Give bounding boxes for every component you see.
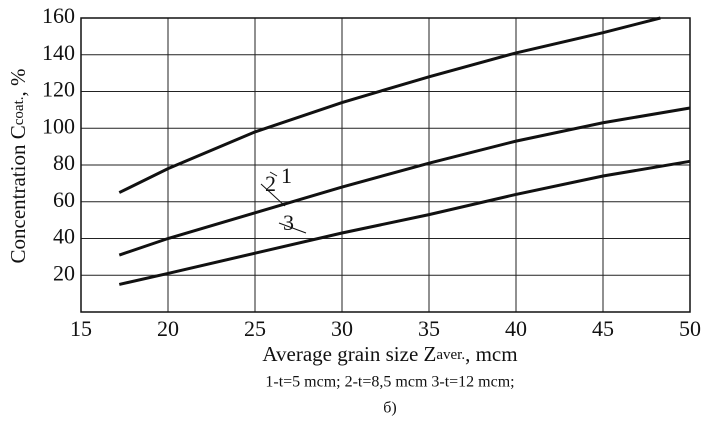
y-tick-label: 140 bbox=[42, 40, 75, 65]
x-tick-label: 25 bbox=[244, 316, 266, 341]
y-tick-label: 60 bbox=[53, 187, 75, 212]
series-label: 1 bbox=[281, 163, 292, 188]
y-tick-label: 120 bbox=[42, 77, 75, 102]
x-label-sub: aver. bbox=[436, 347, 465, 363]
y-tick-label: 20 bbox=[53, 260, 75, 285]
x-tick-label: 30 bbox=[331, 316, 353, 341]
y-tick-label: 160 bbox=[42, 3, 75, 28]
x-tick-label: 45 bbox=[592, 316, 614, 341]
y-label-unit: , % bbox=[6, 69, 30, 97]
y-tick-label: 80 bbox=[53, 150, 75, 175]
x-label-unit: , mcm bbox=[465, 342, 518, 366]
plot-frame bbox=[80, 17, 691, 313]
x-tick-label: 20 bbox=[157, 316, 179, 341]
x-axis-label: Average grain size Zaver., mcm bbox=[262, 342, 517, 366]
x-tick-label: 35 bbox=[418, 316, 440, 341]
leader-line bbox=[278, 222, 307, 234]
x-tick-label: 40 bbox=[505, 316, 527, 341]
x-tick-label: 50 bbox=[679, 316, 701, 341]
leader-line bbox=[269, 171, 278, 177]
note: б) bbox=[383, 400, 396, 417]
y-tick-label: 40 bbox=[53, 224, 75, 249]
series-label: 3 bbox=[283, 210, 294, 235]
y-label-sub: coat. bbox=[11, 97, 27, 126]
series-line bbox=[118, 16, 661, 194]
x-label-main: Average grain size Z bbox=[262, 342, 436, 366]
caption: 1-t=5 mcm; 2-t=8,5 mcm 3-t=12 mcm; bbox=[265, 374, 514, 391]
series-line bbox=[118, 106, 691, 257]
series-label: 2 bbox=[265, 171, 276, 196]
x-tick-label: 15 bbox=[70, 316, 92, 341]
leader-line bbox=[260, 183, 286, 207]
y-label-main: Concentration C bbox=[6, 125, 30, 263]
series-line bbox=[118, 159, 691, 286]
y-tick-label: 100 bbox=[42, 113, 75, 138]
y-axis-label: Concentration Ccoat., % bbox=[6, 69, 30, 264]
